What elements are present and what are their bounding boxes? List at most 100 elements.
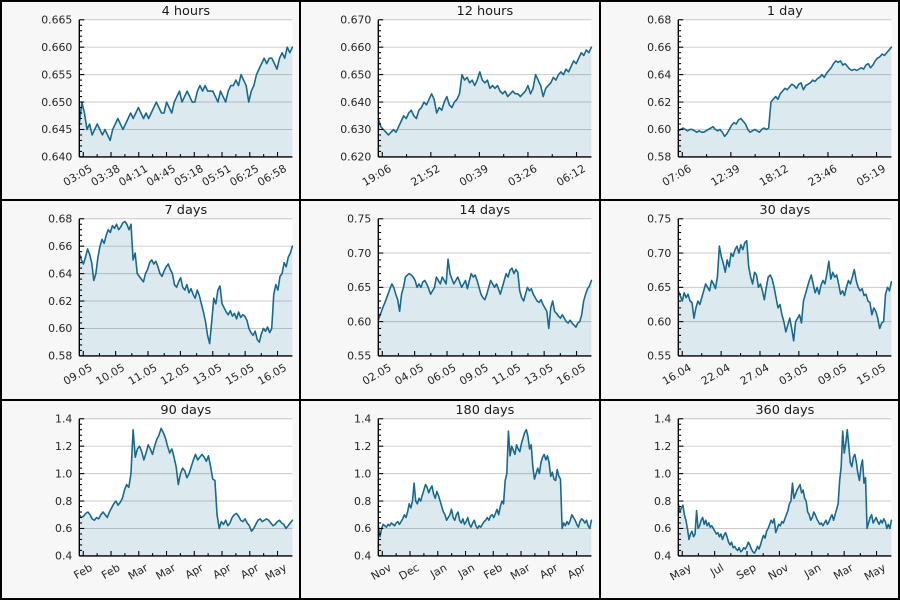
tick-marks bbox=[79, 19, 279, 158]
series-area bbox=[378, 47, 592, 157]
y-tick-label: 0.66 bbox=[647, 41, 671, 54]
chart-title: 30 days bbox=[759, 203, 810, 218]
series-area bbox=[378, 429, 592, 556]
series-area bbox=[79, 47, 293, 157]
y-tick-label: 0.65 bbox=[347, 281, 371, 294]
y-tick-label: 0.640 bbox=[41, 151, 72, 164]
y-tick-label: 0.55 bbox=[647, 350, 671, 363]
series-line bbox=[78, 427, 294, 532]
y-tick-label: 0.65 bbox=[647, 281, 671, 294]
series-line bbox=[377, 428, 593, 538]
series-line bbox=[677, 240, 892, 342]
y-tick-label: 0.640 bbox=[341, 96, 372, 109]
chart-panel-90-days: 0.4 0.6 0.8 1.0 1.2 1.4 Feb Feb Mar Mar Apr Apr Apr M… bbox=[2, 400, 300, 598]
chart-4-hours: 0.6400.6450.6500.6550.6600.66503:0503:38… bbox=[2, 2, 300, 200]
tick-marks bbox=[677, 19, 877, 158]
y-tick-label: 1.2 bbox=[354, 440, 371, 453]
axes-spines bbox=[377, 418, 592, 557]
y-tick-label: 0.75 bbox=[347, 213, 371, 226]
chart-14-days: 0.550.600.650.700.7502.0504.0506.0509.05… bbox=[301, 201, 599, 399]
y-tick-label: 0.4 bbox=[55, 549, 72, 562]
chart-panel-7-days: 0.58 0.60 0.62 0.64 0.66 0.68 09.05 10.05 11.05 1… bbox=[2, 201, 300, 399]
axes-spines bbox=[377, 219, 592, 357]
y-tick-label: 0.70 bbox=[347, 247, 371, 260]
y-tick-label: 0.58 bbox=[48, 350, 72, 363]
chart-title: 12 hours bbox=[457, 4, 514, 19]
chart-title: 180 days bbox=[456, 403, 515, 418]
y-tick-label: 0.64 bbox=[48, 268, 72, 281]
series-area bbox=[79, 428, 293, 556]
y-tick-label: 0.650 bbox=[41, 96, 72, 109]
y-tick-label: 0.8 bbox=[354, 494, 371, 507]
chart-title: 90 days bbox=[160, 403, 211, 418]
chart-title: 7 days bbox=[165, 203, 208, 218]
y-axis-labels: 0.55 0.60 0.65 0.70 0.75 bbox=[347, 213, 371, 363]
y-tick-label: 0.645 bbox=[41, 123, 72, 136]
y-tick-label: 0.660 bbox=[341, 41, 372, 54]
y-tick-label: 0.66 bbox=[48, 240, 72, 253]
series-line bbox=[677, 46, 892, 138]
y-tick-label: 0.60 bbox=[347, 316, 371, 329]
y-tick-label: 1.4 bbox=[55, 412, 72, 425]
y-tick-label: 1.4 bbox=[354, 412, 371, 425]
y-tick-label: 0.660 bbox=[41, 41, 72, 54]
y-tick-label: 1.2 bbox=[654, 440, 671, 453]
chart-panel-180-days: 0.4 0.6 0.8 1.0 1.2 1.4 Nov Dec Jan Jan Feb Mar Apr A… bbox=[301, 400, 599, 598]
y-tick-label: 0.60 bbox=[647, 316, 671, 329]
y-tick-label: 0.55 bbox=[347, 350, 371, 363]
y-tick-label: 0.70 bbox=[647, 247, 671, 260]
series-area bbox=[677, 429, 892, 556]
y-tick-label: 0.6 bbox=[354, 522, 371, 535]
chart-panel-30-days: 0.55 0.60 0.65 0.70 0.75 16.04 22.04 27.04 03.05… bbox=[600, 201, 898, 399]
plot-background bbox=[79, 418, 293, 556]
x-tick-label: Jul bbox=[707, 561, 726, 579]
y-axis-labels: 0.640 0.645 0.650 0.655 0.660 0.665 bbox=[41, 14, 72, 164]
y-tick-label: 0.4 bbox=[654, 549, 671, 562]
series-line bbox=[677, 428, 892, 554]
y-tick-label: 0.665 bbox=[41, 14, 72, 27]
y-tick-label: 0.62 bbox=[48, 295, 72, 308]
y-tick-label: 0.4 bbox=[354, 549, 371, 562]
y-axis-labels: 0.58 0.60 0.62 0.64 0.66 0.68 bbox=[48, 213, 72, 363]
chart-panel-12-hours: 0.620 0.630 0.640 0.650 0.660 0.670 19:06 21:52… bbox=[301, 2, 599, 200]
tick-marks bbox=[378, 417, 578, 557]
series-area bbox=[378, 259, 592, 357]
axes-spines bbox=[677, 418, 892, 557]
tick-marks bbox=[79, 218, 279, 357]
chart-title: 14 days bbox=[460, 203, 511, 218]
y-tick-label: 0.68 bbox=[48, 213, 72, 226]
axes-spines bbox=[78, 19, 293, 158]
y-tick-label: 0.8 bbox=[55, 494, 72, 507]
y-tick-label: 0.60 bbox=[647, 123, 671, 136]
chart-title: 4 hours bbox=[162, 4, 211, 19]
y-tick-label: 0.64 bbox=[647, 68, 671, 81]
series-line bbox=[78, 46, 294, 142]
y-tick-label: 0.8 bbox=[654, 494, 671, 507]
y-tick-label: 0.670 bbox=[341, 14, 372, 27]
tick-marks bbox=[378, 218, 578, 357]
series-area bbox=[677, 241, 892, 357]
y-tick-label: 0.68 bbox=[647, 14, 671, 27]
chart-title: 360 days bbox=[755, 403, 814, 418]
chart-panel-360-days: 0.4 0.6 0.8 1.0 1.2 1.4 May Jul Sep Nov Jan Mar May 3… bbox=[600, 400, 898, 598]
y-tick-label: 0.6 bbox=[654, 522, 671, 535]
y-tick-label: 1.0 bbox=[55, 467, 72, 480]
axes-spines bbox=[78, 418, 293, 557]
y-tick-label: 1.0 bbox=[354, 467, 371, 480]
y-axis-labels: 0.4 0.6 0.8 1.0 1.2 1.4 bbox=[55, 412, 72, 562]
y-axis-labels: 0.620 0.630 0.640 0.650 0.660 0.670 bbox=[341, 14, 372, 164]
tick-marks bbox=[378, 19, 578, 158]
axes-spines bbox=[677, 19, 892, 158]
tick-marks bbox=[79, 417, 279, 557]
chart-title: 1 day bbox=[767, 4, 803, 19]
y-tick-label: 0.650 bbox=[341, 68, 372, 81]
y-tick-label: 1.0 bbox=[654, 467, 671, 480]
y-axis-labels: 0.58 0.60 0.62 0.64 0.66 0.68 bbox=[647, 14, 671, 164]
plot-background bbox=[677, 418, 892, 556]
series-line bbox=[377, 258, 593, 330]
